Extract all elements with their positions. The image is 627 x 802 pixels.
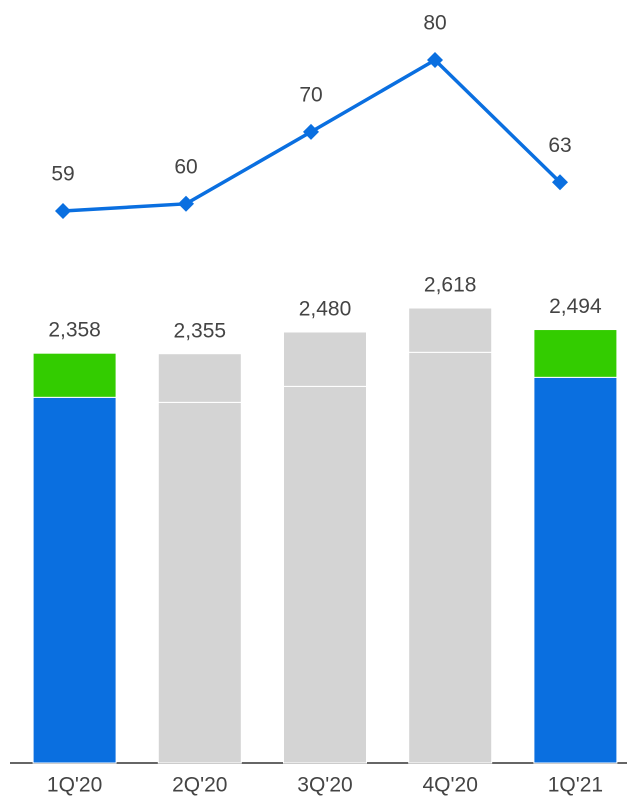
- line-label: 63: [548, 134, 571, 157]
- line-marker: [178, 195, 194, 212]
- x-tick-label: 4Q'20: [423, 774, 478, 797]
- bar-segment: [32, 352, 117, 398]
- line-label: 70: [299, 83, 322, 106]
- total-label: 2,480: [299, 298, 352, 321]
- line-label: 59: [51, 163, 74, 186]
- x-tick-label: 2Q'20: [172, 774, 227, 797]
- total-label: 2,355: [174, 319, 227, 342]
- bar-segment: [283, 331, 367, 387]
- bar-segment: [157, 353, 242, 403]
- bar-segment: [533, 376, 618, 764]
- line-label: 60: [174, 155, 197, 178]
- bar-segment: [157, 401, 242, 764]
- x-tick-label: 1Q'21: [548, 774, 603, 797]
- bar-segment: [408, 351, 493, 764]
- line-marker: [55, 203, 71, 219]
- bar-segment: [283, 385, 367, 764]
- x-tick-label: 1Q'20: [47, 774, 102, 797]
- line-marker: [552, 174, 568, 191]
- line-label: 80: [423, 12, 446, 35]
- total-label: 2,494: [549, 295, 602, 318]
- x-tick-label: 3Q'20: [297, 774, 352, 797]
- bar-segment: [533, 329, 618, 378]
- line-marker: [303, 123, 319, 140]
- bar-segment: [32, 396, 117, 764]
- total-label: 2,358: [48, 319, 101, 342]
- bar-segment: [408, 307, 493, 353]
- line-marker: [427, 52, 443, 68]
- total-label: 2,618: [424, 274, 477, 297]
